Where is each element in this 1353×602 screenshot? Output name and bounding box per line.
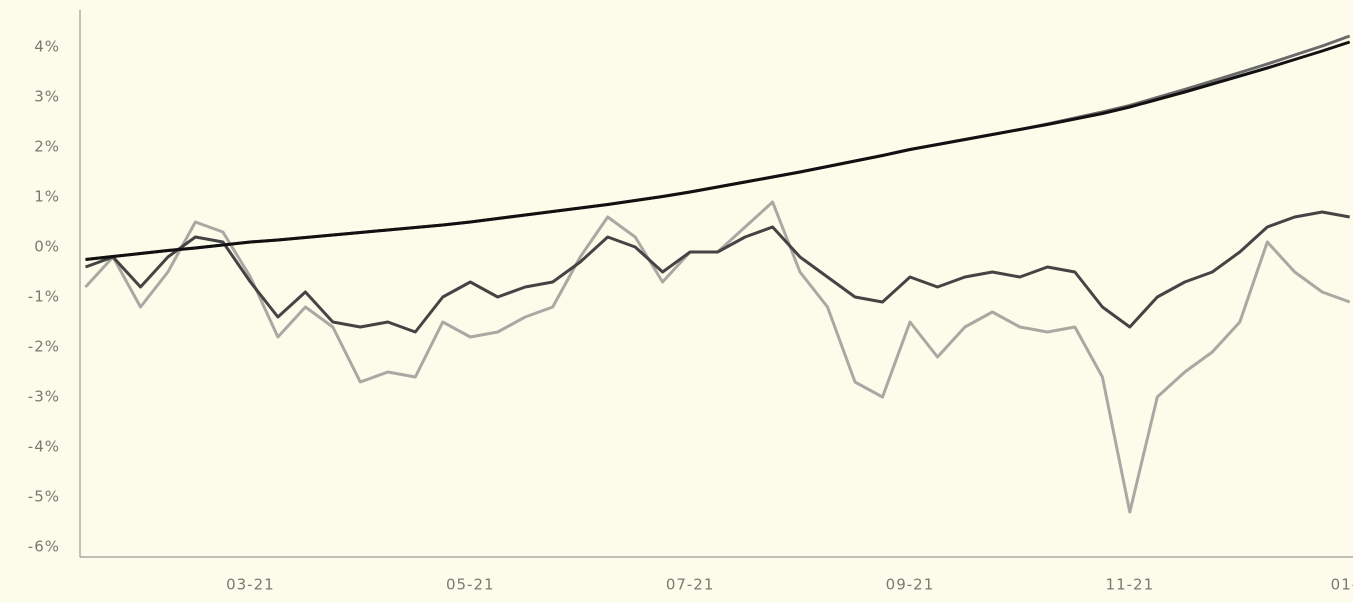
y-tick-label: 3% — [34, 88, 60, 106]
series-line — [84, 210, 1350, 334]
y-tick-label: -4% — [28, 438, 60, 456]
y-tick-label: -6% — [28, 538, 60, 556]
series-line — [85, 40, 1351, 261]
x-tick-label: 09-21 — [886, 576, 935, 594]
y-tick-label: 1% — [34, 188, 60, 206]
y-tick-label: -1% — [28, 288, 60, 306]
y-tick-label: 0% — [34, 238, 60, 256]
x-tick-label: 11-21 — [1106, 576, 1155, 594]
x-tick-label: 03-21 — [226, 576, 275, 594]
y-tick-label: -5% — [28, 488, 60, 506]
y-tick-label: -3% — [28, 388, 60, 406]
x-tick-label: 01-2 — [1331, 576, 1353, 594]
x-tick-label: 07-21 — [666, 576, 715, 594]
y-tick-label: 4% — [34, 38, 60, 56]
y-tick-label: 2% — [34, 138, 60, 156]
x-tick-label: 05-21 — [446, 576, 495, 594]
y-tick-label: -2% — [28, 338, 60, 356]
